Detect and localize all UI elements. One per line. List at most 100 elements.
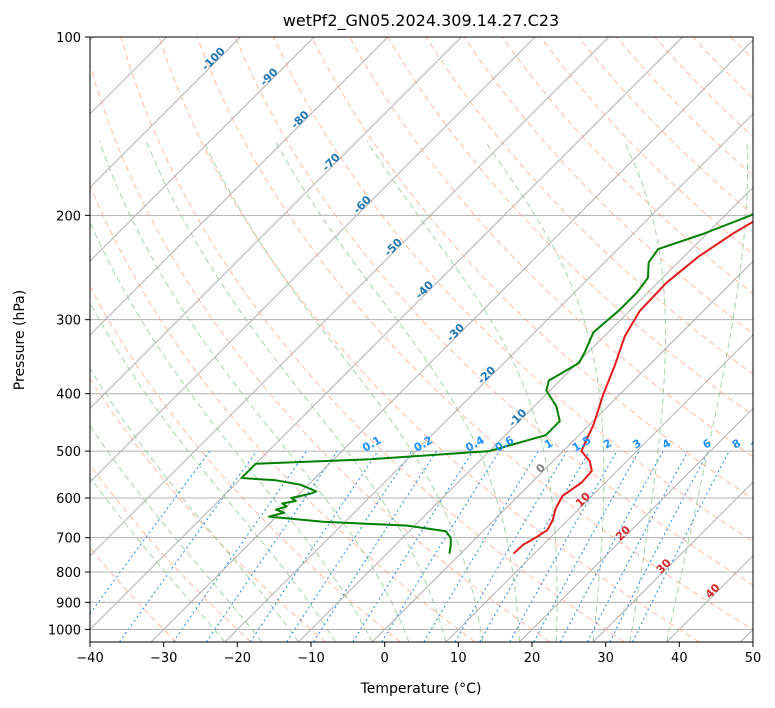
x-tick-label: −10 bbox=[297, 651, 324, 666]
isotherm bbox=[592, 481, 753, 642]
isotherm-label: -30 bbox=[444, 321, 467, 344]
isotherm bbox=[740, 628, 753, 642]
dry-adiabat bbox=[311, 37, 753, 500]
isotherm-label: -90 bbox=[257, 65, 280, 88]
isotherm bbox=[90, 37, 315, 262]
dry-adiabat bbox=[578, 37, 753, 216]
dry-adiabat bbox=[272, 37, 753, 543]
y-tick-label: 700 bbox=[56, 532, 81, 547]
mixing-ratio-line bbox=[533, 450, 640, 642]
isotherm bbox=[150, 39, 753, 642]
dry-adiabat bbox=[120, 37, 625, 642]
mixing-ratio-label: 4 bbox=[660, 436, 673, 451]
isotherm bbox=[298, 186, 753, 642]
x-tick-label: −40 bbox=[76, 651, 103, 666]
x-tick-label: −20 bbox=[224, 651, 251, 666]
y-tick-label: 900 bbox=[56, 596, 81, 611]
x-tick-label: 0 bbox=[381, 651, 389, 666]
series-layer bbox=[240, 213, 753, 555]
x-axis: −40 −30 −20 −10 0 10 20 30 40 50 bbox=[76, 642, 761, 666]
isotherm-label: -10 bbox=[506, 406, 529, 429]
dry-adiabat bbox=[90, 377, 327, 642]
mixing-ratio-line bbox=[172, 450, 308, 642]
y-tick-label: 400 bbox=[56, 388, 81, 403]
isotherm-label-red: 30 bbox=[654, 556, 674, 576]
mixing-ratio-line bbox=[632, 450, 730, 642]
mixing-ratio-line bbox=[313, 450, 438, 642]
mixing-ratio-line bbox=[559, 450, 664, 642]
mixing-ratio-label: 2 bbox=[601, 437, 614, 452]
mixing-ratio-line bbox=[609, 450, 709, 642]
mixing-ratio-line bbox=[352, 450, 474, 642]
dry-adiabat bbox=[90, 184, 476, 642]
chart-title: wetPf2_GN05.2024.309.14.27.C23 bbox=[283, 11, 559, 31]
mixing-ratio-line bbox=[286, 450, 413, 642]
x-axis-title: Temperature (°C) bbox=[360, 681, 482, 697]
dry-adiabat bbox=[463, 37, 753, 335]
x-tick-label: −30 bbox=[150, 651, 177, 666]
isotherm bbox=[90, 37, 462, 410]
y-tick-label: 600 bbox=[56, 492, 81, 507]
isotherm bbox=[90, 37, 389, 336]
mixing-ratio-line bbox=[586, 450, 689, 642]
x-tick-label: 20 bbox=[524, 651, 541, 666]
x-tick-label: 50 bbox=[745, 651, 762, 666]
mixing-ratio-label: 10 bbox=[749, 434, 769, 453]
dry-adiabat bbox=[654, 37, 753, 138]
temperature-profile-line bbox=[512, 220, 753, 555]
moist-adiabat bbox=[90, 476, 226, 642]
pressure-gridlines bbox=[90, 37, 753, 630]
isotherm bbox=[519, 407, 753, 642]
dry-adiabat bbox=[769, 37, 775, 642]
isotherm-label: -50 bbox=[382, 236, 405, 259]
isotherm-label: -20 bbox=[475, 363, 498, 386]
mixing-ratio-label: 8 bbox=[730, 437, 743, 452]
x-tick-label: 40 bbox=[671, 651, 688, 666]
y-tick-label: 500 bbox=[56, 445, 81, 460]
isotherm-label: -40 bbox=[413, 278, 436, 301]
isotherm bbox=[90, 37, 610, 557]
dry-adiabat bbox=[90, 463, 252, 642]
isotherm-label-red: 20 bbox=[613, 523, 633, 543]
x-tick-label: 10 bbox=[450, 651, 467, 666]
isotherm bbox=[224, 113, 753, 642]
dry-adiabat bbox=[234, 37, 753, 586]
mixing-ratio-line bbox=[90, 450, 211, 615]
isotherm-label: -60 bbox=[351, 193, 374, 216]
dry-adiabat bbox=[616, 37, 753, 177]
dry-adiabat bbox=[90, 62, 551, 642]
mixing-ratio-line bbox=[454, 450, 568, 642]
x-tick-label: 30 bbox=[597, 651, 614, 666]
isotherm bbox=[90, 37, 241, 189]
y-tick-label: 300 bbox=[56, 314, 81, 329]
isotherm-label-red: 40 bbox=[703, 581, 723, 601]
isotherm-label: -70 bbox=[320, 150, 343, 173]
dewpoint-profile-line bbox=[240, 213, 753, 554]
dry-adiabat bbox=[196, 37, 753, 630]
mixing-ratio-label: 3 bbox=[630, 437, 643, 452]
dry-adiabat bbox=[90, 285, 401, 642]
isotherm-label-red: 10 bbox=[573, 490, 593, 510]
y-tick-label: 100 bbox=[56, 31, 81, 46]
y-tick-label: 1000 bbox=[48, 623, 81, 638]
mixing-ratio-line bbox=[381, 450, 500, 642]
dry-adiabat bbox=[387, 37, 753, 416]
isotherm bbox=[371, 260, 753, 642]
mixing-ratio-label: 1 bbox=[542, 437, 555, 452]
dry-adiabat bbox=[692, 37, 753, 99]
dry-adiabat bbox=[349, 37, 753, 458]
moist-adiabat bbox=[366, 141, 558, 642]
y-axis-title: Pressure (hPa) bbox=[12, 290, 28, 390]
moist-adiabat bbox=[203, 141, 484, 642]
background-lines bbox=[90, 37, 775, 642]
dry-adiabat bbox=[501, 37, 753, 295]
isotherm-label: -80 bbox=[289, 108, 312, 131]
moist-adiabat bbox=[666, 141, 749, 642]
plot-frame bbox=[89, 36, 754, 643]
y-tick-label: 800 bbox=[56, 566, 81, 581]
isotherm bbox=[90, 37, 536, 483]
isotherm bbox=[666, 555, 753, 642]
y-tick-label: 200 bbox=[56, 209, 81, 224]
mixing-ratio-line bbox=[509, 450, 618, 642]
